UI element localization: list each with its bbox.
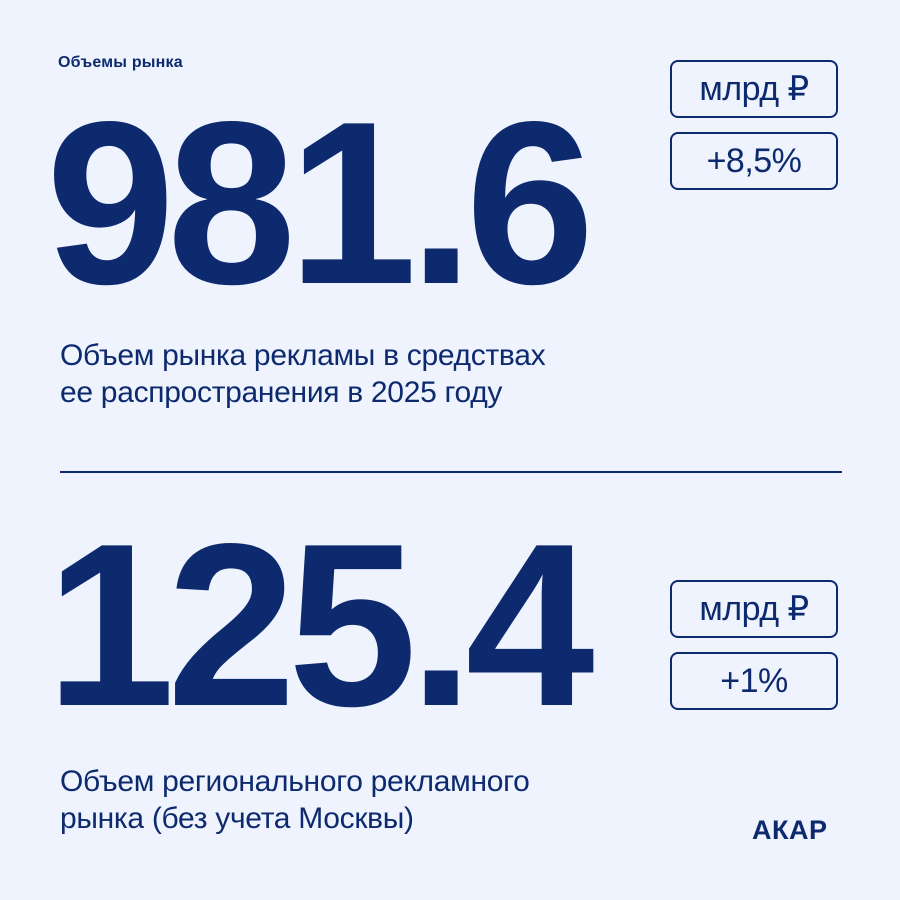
regional-market-change-badge: +1%	[670, 652, 838, 710]
regional-market-unit-badge: млрд ₽	[670, 580, 838, 638]
total-market-value: 981.6	[46, 74, 595, 333]
section-divider	[60, 471, 842, 473]
total-market-unit-badge: млрд ₽	[670, 60, 838, 118]
market-volume-kicker: Объемы рынка	[58, 54, 183, 71]
total-market-caption-line2: ее распространения в 2025 году	[60, 375, 503, 409]
regional-market-value: 125.4	[46, 496, 595, 755]
total-market-change-badge: +8,5%	[670, 132, 838, 190]
regional-market-caption: Объем регионального рекламного рынка (бе…	[60, 764, 760, 837]
total-market-caption: Объем рынка рекламы в средствах ее распр…	[60, 338, 760, 411]
regional-market-caption-line1: Объем регионального рекламного	[60, 765, 530, 798]
akar-logo: АКАР	[752, 815, 828, 845]
regional-market-caption-line2: рынка (без учета Москвы)	[60, 801, 414, 835]
total-market-caption-line1: Объем рынка рекламы в средствах	[60, 339, 546, 372]
